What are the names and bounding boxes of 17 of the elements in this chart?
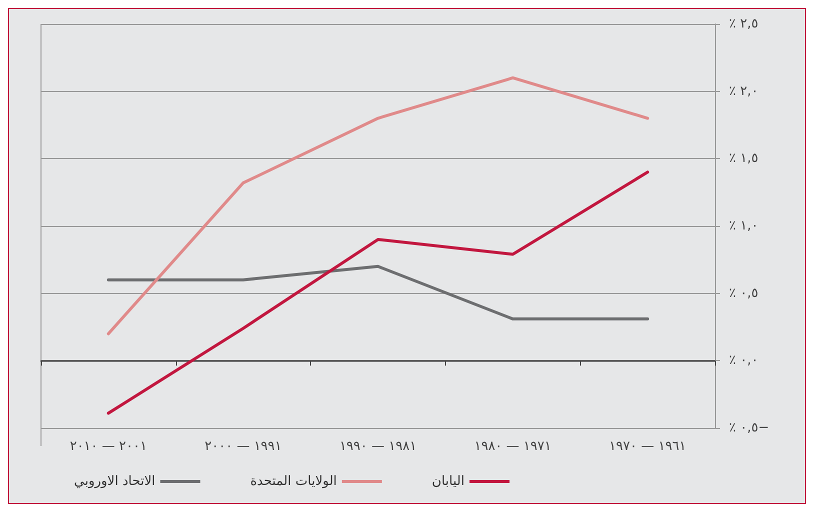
line-series [106,170,650,415]
y-tick-label: ٪ ١,٠ [729,218,758,234]
y-tick-label: ٪ ١,٥ [729,151,758,166]
y-tick-label: ٪ ٠,٥− [729,420,770,436]
x-tick-label: ١٩٩١ — ٢٠٠٠ [204,439,282,454]
legend-label: الولايات المتحدة [250,474,337,489]
x-tick-label: ١٩٦١ — ١٩٧٠ [609,439,686,454]
legend-label: اليابان [432,474,465,489]
x-tick-label: ١٩٨١ — ١٩٩٠ [339,439,417,454]
y-tick-label: ٪ ٢,٠ [729,84,758,99]
x-tick-label: ٢٠٠١ — ٢٠١٠ [70,439,147,454]
y-tick-label: ٪ ٠,٥ [729,286,758,301]
line-series [106,76,650,336]
x-tick-label: ١٩٧١ — ١٩٨٠ [474,439,552,454]
y-tick-label: ٪ ٢,٥ [729,16,758,32]
y-tick-label: ٪ ٠,٠ [729,353,758,368]
legend-label: الاتحاد الاوروبي [74,474,156,489]
